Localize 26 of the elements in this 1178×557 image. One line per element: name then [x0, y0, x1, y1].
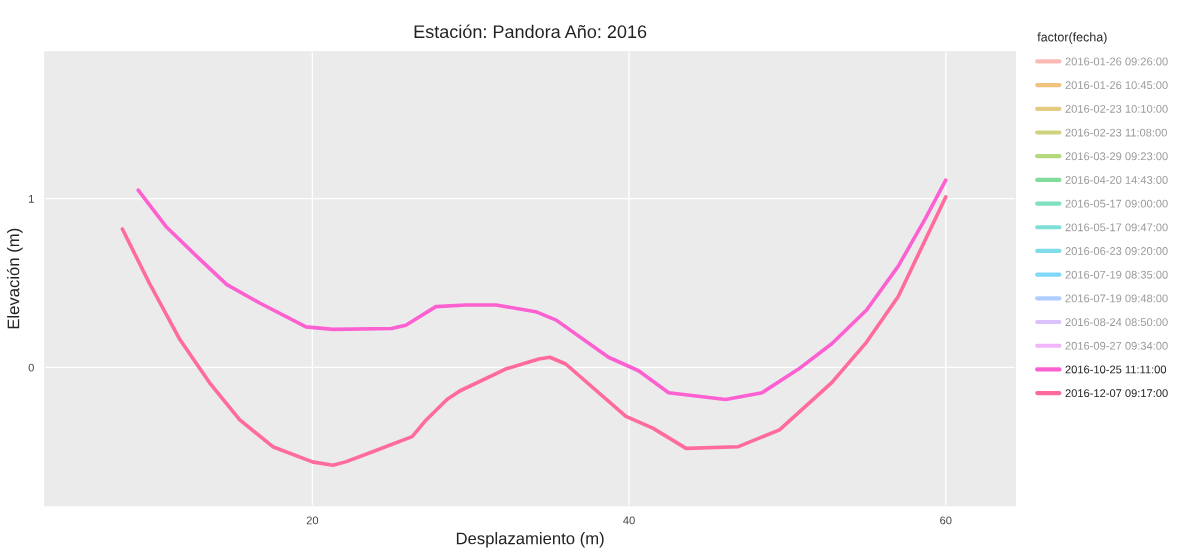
x-axis-title: Desplazamiento (m) [456, 532, 604, 548]
legend-label: 2016-01-26 09:26:00 [1065, 57, 1168, 66]
y-tick-label: 1 [29, 195, 34, 203]
y-axis-title: Elevación (m) [6, 228, 23, 329]
legend-label: 2016-07-19 09:48:00 [1065, 294, 1168, 303]
legend-label: 2016-03-29 09:23:00 [1065, 152, 1168, 161]
legend-label: 2016-05-17 09:00:00 [1065, 199, 1168, 208]
legend-title: factor(fecha) [1037, 32, 1107, 44]
x-tick-label: 60 [940, 516, 952, 525]
legend-label: 2016-02-23 11:08:00 [1065, 128, 1167, 137]
x-tick-label: 40 [623, 516, 635, 525]
legend-label: 2016-06-23 09:20:00 [1065, 247, 1168, 255]
line-series [120, 195, 948, 468]
legend-label: 2016-02-23 10:10:00 [1065, 104, 1168, 113]
legend-label: 2016-08-24 08:50:00 [1065, 318, 1168, 327]
legend-label: 2016-07-19 08:35:00 [1065, 270, 1168, 279]
line-series [136, 178, 948, 402]
legend-label: 2016-01-26 10:45:00 [1065, 81, 1168, 90]
x-tick-label: 20 [306, 516, 319, 525]
y-tick-label: 0 [28, 363, 34, 372]
legend-label: 2016-10-25 11:11:00 [1065, 365, 1167, 374]
legend-label: 2016-09-27 09:34:00 [1065, 341, 1168, 350]
legend-label: 2016-12-07 09:17:00 [1065, 389, 1168, 398]
chart-title: Estación: Pandora Año: 2016 [414, 24, 647, 39]
legend-label: 2016-04-20 14:43:00 [1065, 176, 1168, 184]
legend-label: 2016-05-17 09:47:00 [1065, 223, 1168, 232]
